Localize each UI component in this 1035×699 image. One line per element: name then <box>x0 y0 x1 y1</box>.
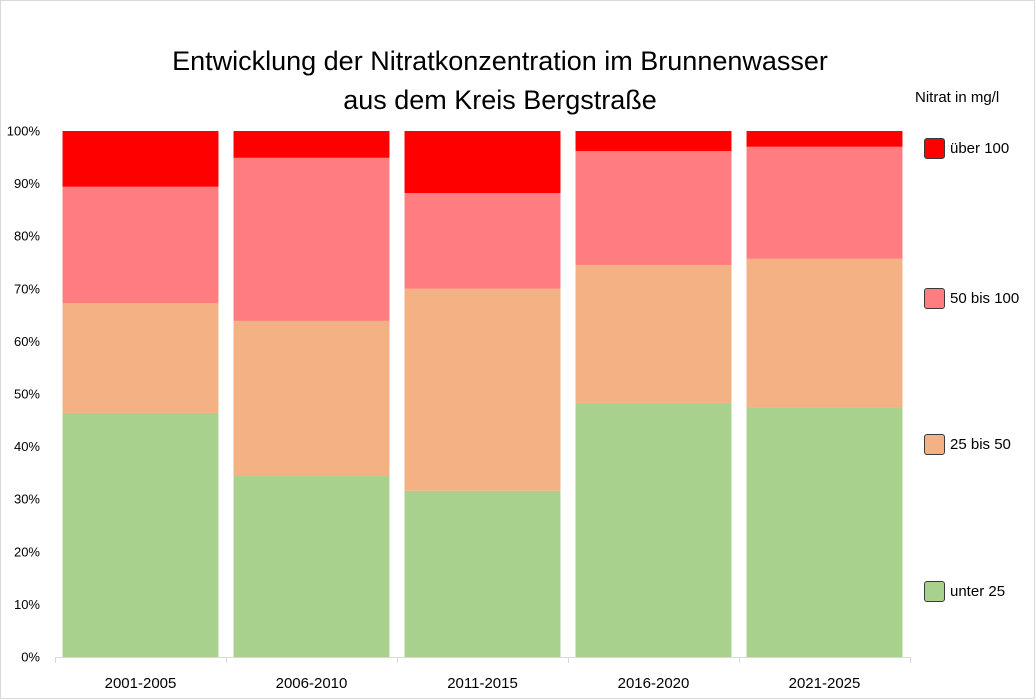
bar-segment-2021-2025-25-bis-50 <box>746 258 903 408</box>
y-tick-label: 0% <box>21 650 40 665</box>
bar-segment-2006-2010-25-bis-50 <box>233 320 390 477</box>
y-tick-label: 10% <box>14 597 40 612</box>
bar-segment-2011-2015-ueber-100 <box>404 131 561 194</box>
x-tick-label: 2006-2010 <box>276 675 348 692</box>
x-tick-label: 2001-2005 <box>105 675 177 692</box>
y-tick-label: 60% <box>14 334 40 349</box>
y-tick-label: 100% <box>7 124 41 139</box>
bar-segment-2016-2020-ueber-100 <box>575 131 732 151</box>
legend-label: unter 25 <box>950 582 1006 600</box>
y-tick-label: 20% <box>14 544 40 559</box>
bar-segment-2021-2025-50-bis-100 <box>746 146 903 259</box>
bar-segment-2001-2005-unter-25 <box>62 412 219 657</box>
legend-item-25-bis-50: 25 bis 50 <box>924 432 1011 456</box>
bar-segment-2001-2005-50-bis-100 <box>62 186 219 304</box>
bar-segment-2001-2005-ueber-100 <box>62 131 219 187</box>
y-tick-label: 30% <box>14 492 40 507</box>
y-tick-label: 90% <box>14 176 40 191</box>
legend-swatch-50-bis-100 <box>924 287 945 309</box>
chart-title-line-2: aus dem Kreis Bergstraße <box>343 85 657 115</box>
bar-segment-2016-2020-unter-25 <box>575 402 732 657</box>
bar-segment-2021-2025-ueber-100 <box>746 131 903 147</box>
legend-item-unter-25: unter 25 <box>924 579 1005 603</box>
bar-segment-2016-2020-50-bis-100 <box>575 150 732 266</box>
bar-segment-2016-2020-25-bis-50 <box>575 265 732 403</box>
y-tick-label: 50% <box>14 387 40 402</box>
x-tick-label: 2021-2025 <box>789 675 861 692</box>
bar-segment-2011-2015-25-bis-50 <box>404 288 561 491</box>
legend-label: über 100 <box>950 139 1010 157</box>
bar-segment-2001-2005-25-bis-50 <box>62 303 219 413</box>
bars <box>62 131 903 657</box>
bar-segment-2006-2010-50-bis-100 <box>233 157 390 321</box>
bar-segment-2011-2015-50-bis-100 <box>404 193 561 289</box>
bar-segment-2021-2025-unter-25 <box>746 407 903 657</box>
x-tick-label: 2011-2015 <box>447 675 518 692</box>
y-tick-label: 80% <box>14 229 40 244</box>
legend-swatch-ueber-100 <box>924 137 945 159</box>
legend-swatch-unter-25 <box>924 580 945 602</box>
bar-segment-2006-2010-ueber-100 <box>233 131 390 158</box>
legend-label: 50 bis 100 <box>950 289 1020 307</box>
x-tick-label: 2016-2020 <box>618 675 690 692</box>
chart-title-line-1: Entwicklung der Nitratkonzentration im B… <box>172 46 828 76</box>
bar-segment-2011-2015-unter-25 <box>404 490 561 657</box>
bar-segment-2006-2010-unter-25 <box>233 476 390 657</box>
y-tick-label: 70% <box>14 281 40 296</box>
legend-title: Nitrat in mg/l <box>915 89 1000 106</box>
legend-label: 25 bis 50 <box>950 435 1011 453</box>
legend-item-50-bis-100: 50 bis 100 <box>924 286 1019 310</box>
legend-swatch-25-bis-50 <box>924 433 945 455</box>
legend-item-ueber-100: über 100 <box>924 136 1009 160</box>
y-tick-label: 40% <box>14 439 40 454</box>
